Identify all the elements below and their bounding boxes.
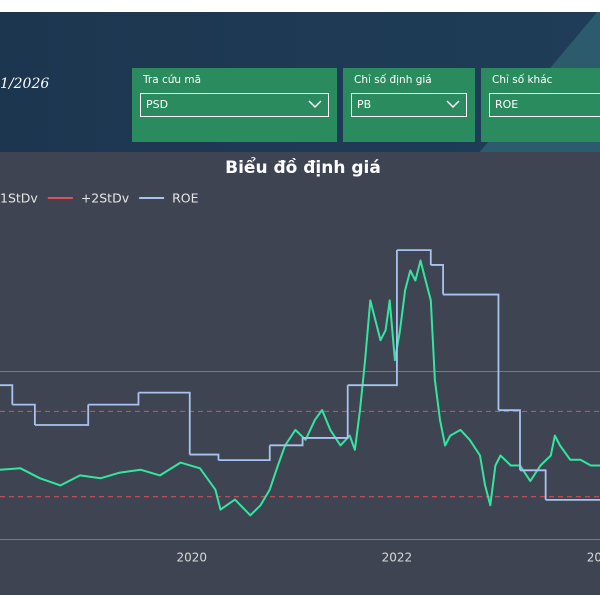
roe-step — [498, 409, 521, 471]
roe-step — [138, 391, 191, 455]
roe-step — [88, 392, 140, 406]
legend-label: +2StDv — [81, 191, 130, 206]
dropdown-value: PSD — [146, 98, 169, 111]
dropdown[interactable]: PB — [351, 93, 467, 117]
header: 1/2026 Tra cứu mã PSD Chỉ số định giá PB… — [0, 12, 600, 152]
dropdown-value: PB — [357, 98, 372, 111]
roe-step — [396, 249, 432, 265]
roe-step — [302, 385, 349, 439]
dropdown[interactable]: ROE — [489, 93, 600, 117]
filter: Chỉ số định giá PB — [343, 68, 475, 142]
chevron — [446, 100, 460, 109]
roe-step — [0, 384, 14, 405]
roe-step — [12, 403, 36, 425]
roe-step — [347, 250, 398, 387]
chart-title: Biểu đồ định giá — [225, 156, 381, 178]
roe-step — [269, 437, 304, 447]
filter-label: Chỉ số khác — [492, 74, 553, 86]
chevron — [308, 100, 322, 109]
x-tick-label: 2022 — [382, 551, 413, 565]
x-tick-label: 2020 — [177, 551, 208, 565]
filter-label: Tra cứu mã — [143, 74, 202, 86]
date: 1/2026 — [0, 76, 50, 92]
chart: Biểu đồ định giá 2020 2022 2024 1StDv +2StDv… — [0, 152, 600, 595]
legend-label: 1StDv — [0, 191, 38, 206]
x-tick-label: 2024 — [587, 551, 600, 565]
roe-step — [520, 469, 547, 500]
roe-step — [189, 453, 220, 461]
series-line — [0, 259, 600, 517]
dropdown[interactable]: PSD — [140, 93, 329, 117]
chart-background — [0, 152, 600, 595]
roe-step — [443, 293, 500, 411]
roe-step — [430, 264, 444, 295]
filter: Chỉ số khác ROE — [481, 68, 600, 142]
dropdown-value: ROE — [495, 98, 519, 111]
legend-label: ROE — [172, 191, 199, 206]
filter-label: Chỉ số định giá — [354, 74, 432, 86]
filter: Tra cứu mã PSD — [132, 68, 337, 142]
roe-step — [34, 404, 90, 426]
roe-step — [218, 445, 271, 462]
